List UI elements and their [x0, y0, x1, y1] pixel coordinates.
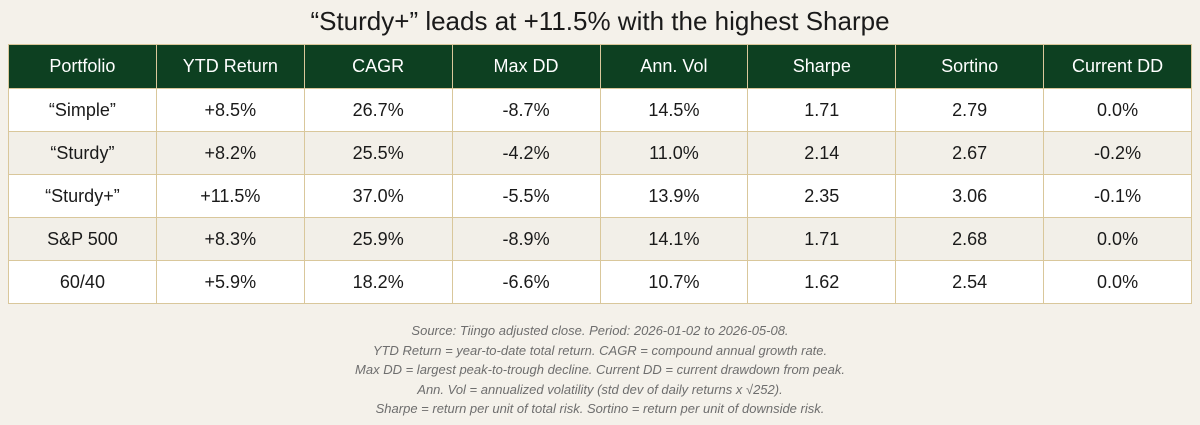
- cell-sharpe: 2.14: [747, 131, 897, 175]
- footnotes: Source: Tiingo adjusted close. Period: 2…: [0, 321, 1200, 419]
- cell-current-dd: 0.0%: [1043, 88, 1192, 132]
- footnote-line: YTD Return = year-to-date total return. …: [372, 342, 828, 358]
- cell-sharpe: 1.62: [747, 260, 897, 304]
- chart-title: “Sturdy+” leads at +11.5% with the highe…: [310, 6, 890, 36]
- table-row: S&P 500 +8.3% 25.9% -8.9% 14.1% 1.71 2.68 0.0%: [8, 217, 1192, 261]
- cell-portfolio: “Simple”: [8, 88, 157, 132]
- cell-cagr: 18.2%: [303, 260, 453, 304]
- column-header-max-dd: Max DD: [451, 44, 601, 89]
- cell-cagr: 25.9%: [303, 217, 453, 261]
- cell-ann-vol: 11.0%: [599, 131, 749, 175]
- cell-max-dd: -5.5%: [451, 174, 601, 218]
- cell-current-dd: -0.1%: [1043, 174, 1192, 218]
- cell-portfolio: S&P 500: [8, 217, 157, 261]
- cell-current-dd: 0.0%: [1043, 260, 1192, 304]
- table-row: “Simple” +8.5% 26.7% -8.7% 14.5% 1.71 2.79 0.0%: [8, 88, 1192, 132]
- table-row: “Sturdy+” +11.5% 37.0% -5.5% 13.9% 2.35 3.06 -0…: [8, 174, 1192, 218]
- cell-sortino: 3.06: [895, 174, 1045, 218]
- cell-sharpe: 1.71: [747, 217, 897, 261]
- table-row: 60/40 +5.9% 18.2% -6.6% 10.7% 1.62 2.54 0.0%: [8, 260, 1192, 304]
- performance-table: Portfolio YTD Return CAGR Max DD Ann. Vo…: [8, 44, 1192, 304]
- cell-cagr: 25.5%: [303, 131, 453, 175]
- footnote-line: Sharpe = return per unit of total risk. …: [375, 401, 825, 416]
- cell-sharpe: 1.71: [747, 88, 897, 132]
- table-header-row: Portfolio YTD Return CAGR Max DD Ann. Vo…: [8, 44, 1192, 89]
- cell-max-dd: -6.6%: [451, 260, 601, 304]
- cell-max-dd: -4.2%: [451, 131, 601, 175]
- column-header-ann-vol: Ann. Vol: [599, 44, 749, 89]
- column-header-cagr: CAGR: [303, 44, 453, 89]
- table-row: “Sturdy” +8.2% 25.5% -4.2% 11.0% 2.14 2.67 -0.2…: [8, 131, 1192, 175]
- cell-ytd-return: +5.9%: [155, 260, 305, 304]
- cell-ytd-return: +8.3%: [155, 217, 305, 261]
- cell-sortino: 2.68: [895, 217, 1045, 261]
- column-header-portfolio: Portfolio: [8, 44, 157, 89]
- cell-portfolio: “Sturdy”: [8, 131, 157, 175]
- footnote-line: Ann. Vol = annualized volatility (std de…: [417, 381, 783, 397]
- cell-sortino: 2.67: [895, 131, 1045, 175]
- table-body: “Simple” +8.5% 26.7% -8.7% 14.5% 1.71 2.79 0.0%…: [8, 88, 1192, 304]
- footnote-line: Max DD = largest peak-to-trough decline.…: [355, 362, 845, 377]
- cell-sharpe: 2.35: [747, 174, 897, 218]
- cell-ytd-return: +8.5%: [155, 88, 305, 132]
- cell-ytd-return: +11.5%: [155, 174, 305, 218]
- cell-portfolio: 60/40: [8, 260, 157, 304]
- cell-sortino: 2.54: [895, 260, 1045, 304]
- column-header-current-dd: Current DD: [1043, 44, 1192, 89]
- cell-ann-vol: 14.1%: [599, 217, 749, 261]
- cell-ann-vol: 14.5%: [599, 88, 749, 132]
- cell-current-dd: 0.0%: [1043, 217, 1192, 261]
- cell-current-dd: -0.2%: [1043, 131, 1192, 175]
- column-header-ytd-return: YTD Return: [155, 44, 305, 89]
- cell-cagr: 37.0%: [303, 174, 453, 218]
- cell-max-dd: -8.9%: [451, 217, 601, 261]
- cell-ytd-return: +8.2%: [155, 131, 305, 175]
- cell-ann-vol: 13.9%: [599, 174, 749, 218]
- cell-sortino: 2.79: [895, 88, 1045, 132]
- cell-max-dd: -8.7%: [451, 88, 601, 132]
- cell-portfolio: “Sturdy+”: [8, 174, 157, 218]
- cell-cagr: 26.7%: [303, 88, 453, 132]
- footnote-line: Source: Tiingo adjusted close. Period: 2…: [411, 323, 789, 338]
- cell-ann-vol: 10.7%: [599, 260, 749, 304]
- column-header-sortino: Sortino: [895, 44, 1045, 89]
- column-header-sharpe: Sharpe: [747, 44, 897, 89]
